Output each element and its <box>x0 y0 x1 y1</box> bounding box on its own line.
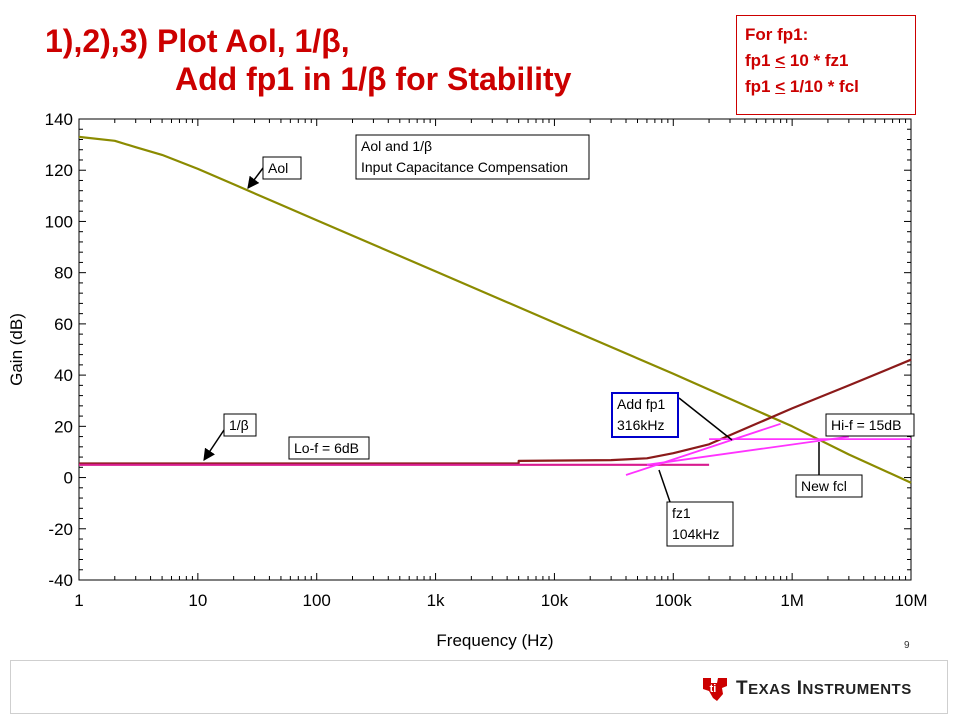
annotation-text: New fcl <box>801 478 847 494</box>
texas-instruments-logo: ti TEXAS INSTRUMENTS <box>700 674 912 704</box>
annotation-box <box>795 474 863 498</box>
annotation-text: Aol and 1/β <box>361 138 432 154</box>
annotation-text: Add fp1 <box>617 396 665 412</box>
annotation-text: Aol <box>268 160 288 176</box>
annotation-box <box>666 501 734 547</box>
series-line-inv_beta <box>79 358 912 465</box>
annotation-text: fz1 <box>672 505 691 521</box>
annotation-box <box>611 392 679 438</box>
annotation-pointer <box>658 469 671 503</box>
ti-state-icon: ti <box>703 678 727 701</box>
footer-bar <box>10 660 948 714</box>
annotation-box <box>262 156 302 180</box>
note-line-2: fp1 < 10 * fz1 <box>745 51 849 70</box>
x-tick-label: 100k <box>655 591 692 610</box>
annotation-inv_beta: 1/β <box>203 413 257 461</box>
annotation-pointer <box>247 167 264 189</box>
page-number: 9 <box>904 640 910 651</box>
x-tick-label: 1k <box>427 591 445 610</box>
annotation-text: 316kHz <box>617 417 664 433</box>
annotation-legend: Aol and 1/β Input Capacitance Compensatio… <box>355 134 590 180</box>
bode-chart: 140 120 100 80 60 40 20 0 -20 -401 10 100 1k 10k 100k 1… <box>7 110 928 650</box>
annotation-box <box>355 134 590 180</box>
annotation-box <box>288 436 370 460</box>
annotation-text: Input Capacitance Compensation <box>361 159 568 175</box>
series-line-fp1_asym <box>646 435 850 466</box>
note-line-1: For fp1: <box>745 25 809 44</box>
annotation-fz1: fz1 104kHz <box>658 469 734 547</box>
annotation-pointer <box>203 429 225 461</box>
ti-wordmark: TEXAS INSTRUMENTS <box>736 678 912 699</box>
annotation-newfcl: New fcl <box>795 442 863 498</box>
y-tick-label: 80 <box>54 264 73 283</box>
note-line-3: fp1 < 1/10 * fcl <box>745 77 859 96</box>
annotation-lof: Lo-f = 6dB <box>288 436 370 460</box>
annotation-pointer <box>678 397 733 441</box>
annotation-aol: Aol <box>247 156 302 189</box>
slide-title: 1),2),3) Plot Aol, 1/β, Add fp1 in 1/β f… <box>45 22 571 98</box>
series-line-aol <box>78 135 912 484</box>
annotation-fp1: Add fp1 316kHz <box>611 392 733 441</box>
annotation-text: 1/β <box>229 417 249 433</box>
annotation-text: Lo-f = 6dB <box>294 440 359 456</box>
y-tick-label: 100 <box>45 212 73 231</box>
y-tick-label: 140 <box>45 110 73 129</box>
stability-note-box: For fp1: fp1 < 10 * fz1 fp1 < 1/10 * fcl <box>736 15 916 115</box>
annotation-hif: Hi-f = 15dB <box>825 413 915 437</box>
x-tick-label: 100 <box>303 591 331 610</box>
y-tick-label: 120 <box>45 161 73 180</box>
y-tick-label: -20 <box>48 520 73 539</box>
svg-text:ti: ti <box>710 683 717 695</box>
x-axis-label: Frequency (Hz) <box>436 631 553 650</box>
plot-frame <box>78 118 912 581</box>
x-tick-label: 10 <box>188 591 207 610</box>
x-tick-label: 10k <box>541 591 569 610</box>
x-tick-label: 1 <box>74 591 83 610</box>
y-tick-label: 0 <box>64 469 73 488</box>
y-axis-label: Gain (dB) <box>7 313 26 386</box>
annotation-text: 104kHz <box>672 526 719 542</box>
y-tick-label: -40 <box>48 571 73 590</box>
series-line-zero_asym <box>625 422 781 476</box>
annotation-text: Hi-f = 15dB <box>831 417 901 433</box>
slide-title-line2: Add fp1 in 1/β for Stability <box>175 61 572 97</box>
slide-title-line1: 1),2),3) Plot Aol, 1/β, <box>45 23 350 59</box>
x-tick-label: 10M <box>894 591 927 610</box>
y-tick-label: 40 <box>54 366 73 385</box>
x-tick-label: 1M <box>780 591 804 610</box>
y-tick-label: 60 <box>54 315 73 334</box>
annotation-box <box>223 413 257 437</box>
y-tick-label: 20 <box>54 417 73 436</box>
annotation-box <box>825 413 915 437</box>
